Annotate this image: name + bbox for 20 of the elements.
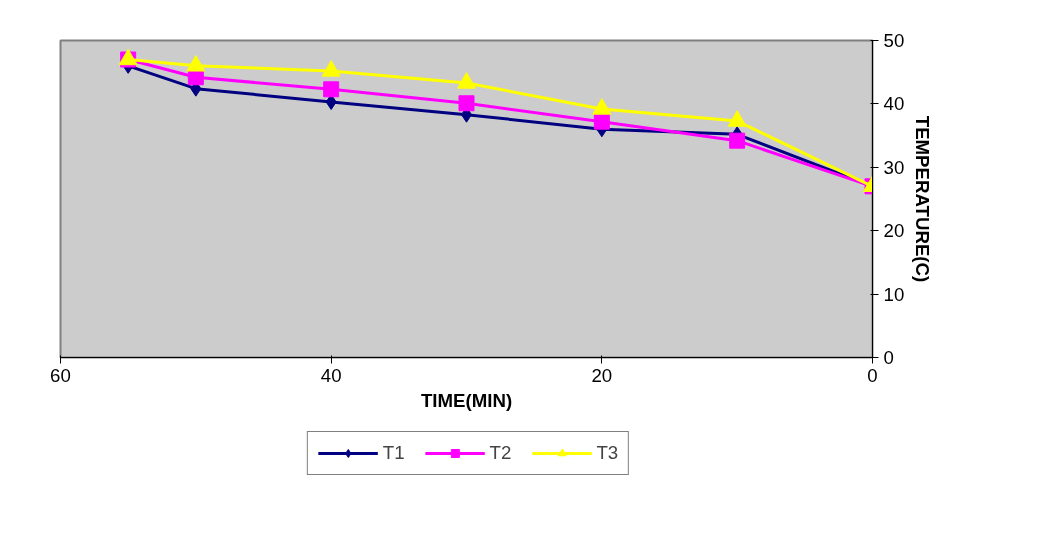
point — [593, 113, 610, 130]
point — [729, 132, 746, 149]
x-tick-label: 0 — [867, 364, 878, 386]
point — [458, 95, 475, 112]
legend-label: T2 — [489, 442, 512, 464]
y-tick-label: 0 — [883, 347, 894, 368]
y-tick-label: 30 — [883, 156, 905, 178]
y-tick-label: 20 — [883, 220, 905, 242]
y-tick-label: 10 — [883, 283, 905, 305]
x-tick-label: 60 — [50, 364, 71, 386]
legend-label: T1 — [382, 442, 405, 464]
point — [325, 94, 337, 110]
y-axis-title: TEMPERATURE(C) — [912, 115, 934, 283]
point — [323, 81, 340, 98]
x-axis-title: TIME(MIN) — [420, 389, 513, 411]
x-tick-label: 40 — [320, 364, 342, 386]
y-tick-label: 50 — [883, 30, 905, 51]
y-tick-label: 40 — [883, 93, 905, 115]
legend-label: T3 — [596, 442, 619, 464]
x-tick-label: 20 — [591, 364, 613, 386]
